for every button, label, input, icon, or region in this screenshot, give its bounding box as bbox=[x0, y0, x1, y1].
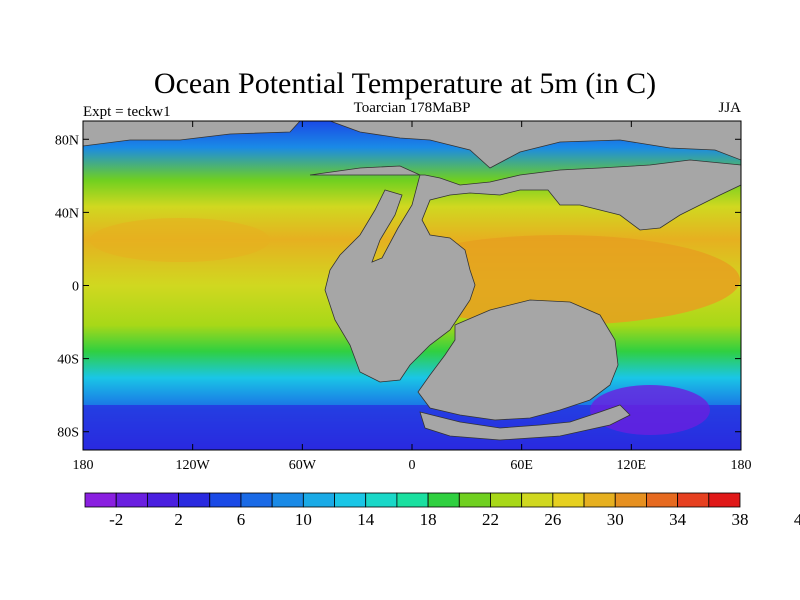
colorbar-swatch bbox=[614, 492, 647, 508]
colorbar-swatch bbox=[708, 492, 741, 508]
gondwana-south bbox=[417, 299, 619, 421]
antarctic-margin bbox=[419, 404, 631, 441]
x-tick-label: 0 bbox=[409, 458, 416, 473]
colorbar-label: 38 bbox=[732, 510, 749, 529]
x-tick-label: 120W bbox=[176, 458, 211, 473]
colorbar-swatch bbox=[458, 492, 491, 508]
colorbar-swatch bbox=[334, 492, 367, 508]
colorbar-swatch bbox=[490, 492, 523, 508]
colorbar-swatch bbox=[646, 492, 679, 508]
x-tick-label: 60W bbox=[289, 458, 317, 473]
y-tick-label: 80N bbox=[55, 133, 79, 148]
colorbar-swatch bbox=[115, 492, 148, 508]
y-tick-label: 80S bbox=[57, 426, 79, 441]
colorbar-swatch bbox=[240, 492, 273, 508]
warm-band-west bbox=[90, 218, 270, 262]
season-label: JJA bbox=[718, 100, 741, 116]
colorbar-swatch bbox=[396, 492, 429, 508]
colorbar-label: 30 bbox=[607, 510, 624, 529]
colorbar-swatch bbox=[521, 492, 554, 508]
x-tick-label: 180 bbox=[73, 458, 94, 473]
x-axis: 180 120W 60W 0 60E 120E 180 bbox=[73, 121, 752, 473]
antarctic-cold-region bbox=[590, 385, 710, 435]
colorbar-swatch bbox=[365, 492, 398, 508]
colorbar-label: 2 bbox=[174, 510, 183, 529]
colorbar-label: 22 bbox=[482, 510, 499, 529]
x-tick-label: 120E bbox=[617, 458, 647, 473]
colorbar-swatch bbox=[583, 492, 616, 508]
colorbar-label: 18 bbox=[420, 510, 437, 529]
y-tick-label: 40S bbox=[57, 353, 79, 368]
colorbar-label: 10 bbox=[295, 510, 312, 529]
colorbar-swatch bbox=[271, 492, 304, 508]
experiment-label: Expt = teckw1 bbox=[83, 104, 171, 120]
colorbar-swatch bbox=[84, 492, 117, 508]
colorbar: -226101418222630343842 bbox=[84, 492, 800, 529]
colorbar-swatch bbox=[146, 492, 179, 508]
arctic-land-west bbox=[83, 121, 301, 147]
pangaea-west bbox=[309, 121, 741, 383]
figure-title: Ocean Potential Temperature at 5m (in C) bbox=[154, 67, 656, 100]
map-panel bbox=[83, 121, 741, 450]
colorbar-swatch bbox=[677, 492, 710, 508]
x-tick-label: 180 bbox=[731, 458, 752, 473]
colorbar-label: 34 bbox=[669, 510, 687, 529]
y-axis: 80N 40N 0 40S 80S bbox=[55, 133, 741, 441]
y-tick-label: 40N bbox=[55, 206, 79, 221]
colorbar-swatch bbox=[209, 492, 242, 508]
colorbar-swatch bbox=[178, 492, 211, 508]
arctic-land-east bbox=[329, 121, 741, 169]
land-masses bbox=[83, 121, 741, 441]
period-label: Toarcian 178MaBP bbox=[354, 100, 471, 116]
colorbar-label: 42 bbox=[794, 510, 800, 529]
x-tick-label: 60E bbox=[510, 458, 533, 473]
y-tick-label: 0 bbox=[72, 280, 79, 295]
colorbar-label: 14 bbox=[357, 510, 375, 529]
colorbar-label: 6 bbox=[237, 510, 246, 529]
colorbar-swatch bbox=[427, 492, 460, 508]
colorbar-swatch bbox=[302, 492, 335, 508]
colorbar-label: -2 bbox=[109, 510, 123, 529]
colorbar-label: 26 bbox=[544, 510, 561, 529]
colorbar-swatch bbox=[552, 492, 585, 508]
warm-pool bbox=[380, 235, 740, 325]
